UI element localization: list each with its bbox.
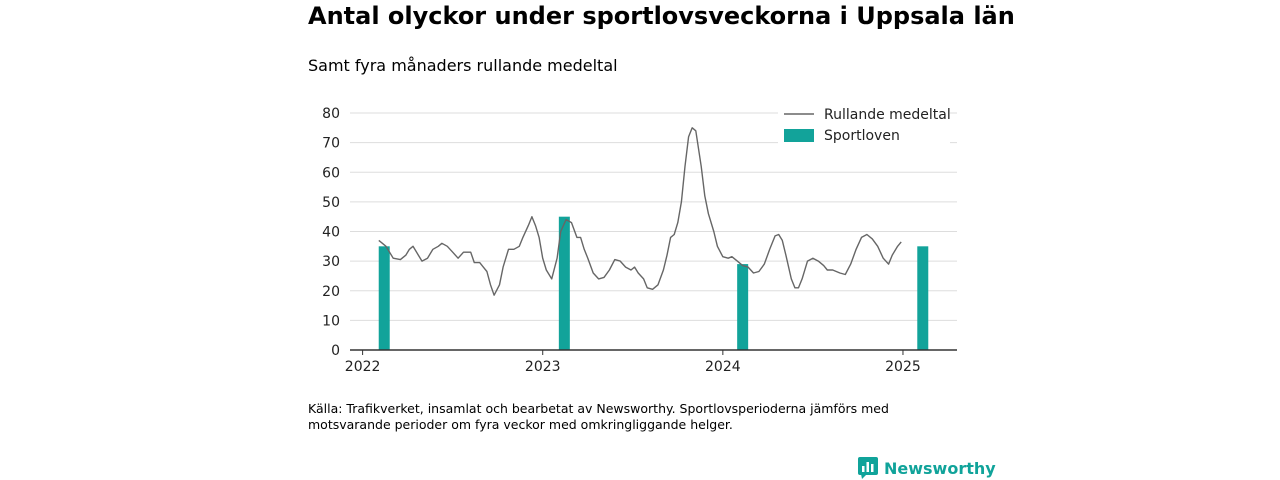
y-tick-label: 60 (322, 165, 340, 181)
y-axis: 0 10 20 30 40 50 60 70 80 (322, 106, 340, 359)
bar (737, 264, 749, 350)
brand[interactable]: Newsworthy (858, 457, 996, 479)
y-tick-label: 40 (322, 225, 340, 241)
legend-label-rullande-medeltal: Rullande medeltal (824, 107, 951, 123)
y-tick-label: 80 (322, 106, 340, 122)
bar (558, 216, 570, 350)
x-axis: 2022 2023 2024 2025 (345, 349, 957, 375)
y-tick-label: 0 (331, 343, 340, 359)
y-tick-label: 20 (322, 284, 340, 300)
x-tick-label: 2025 (885, 359, 921, 375)
legend-bar-swatch (784, 129, 814, 142)
y-tick-label: 30 (322, 254, 340, 270)
x-tick-label: 2022 (345, 359, 381, 375)
series-line (378, 127, 902, 296)
brand-name: Newsworthy (884, 458, 996, 478)
y-tick-label: 50 (322, 195, 340, 211)
bar (917, 246, 929, 350)
source-note: Källa: Trafikverket, insamlat och bearbe… (308, 401, 889, 432)
bar (378, 246, 390, 350)
legend-label-sportloven: Sportloven (824, 128, 900, 144)
x-tick-label: 2023 (525, 359, 561, 375)
line-series-rullande-medeltal (378, 127, 902, 296)
x-tick-label: 2024 (705, 359, 741, 375)
bar-chart-speech-bubble-icon (858, 457, 878, 479)
y-tick-label: 70 (322, 136, 340, 152)
bar-series-sportloven (378, 216, 929, 350)
chart-subtitle: Samt fyra månaders rullande medeltal (308, 56, 618, 75)
legend: Rullande medeltal Sportloven (778, 103, 951, 145)
chart-title: Antal olyckor under sportlovsveckorna i … (308, 2, 1015, 30)
y-tick-label: 10 (322, 313, 340, 329)
